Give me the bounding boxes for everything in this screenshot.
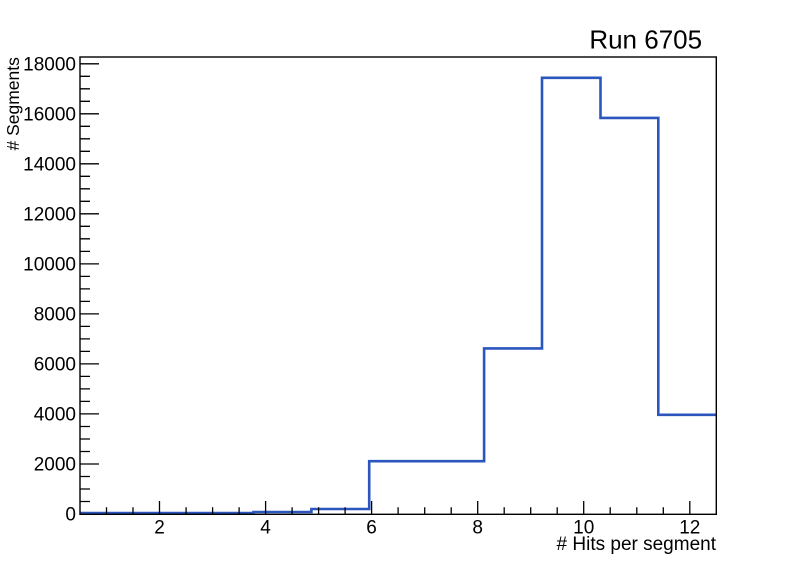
svg-text:0: 0 <box>65 505 76 526</box>
svg-text:# Segments: # Segments <box>3 57 23 151</box>
svg-text:16000: 16000 <box>23 104 76 125</box>
svg-text:10000: 10000 <box>23 255 76 276</box>
svg-text:8: 8 <box>472 517 483 538</box>
svg-text:10: 10 <box>573 517 594 538</box>
svg-text:2: 2 <box>154 517 165 538</box>
svg-text:6: 6 <box>366 517 377 538</box>
svg-text:2000: 2000 <box>34 455 76 476</box>
svg-text:Run 6705: Run 6705 <box>589 25 702 55</box>
svg-text:12: 12 <box>679 517 700 538</box>
svg-text:# Hits per segment: # Hits per segment <box>557 534 717 555</box>
svg-text:6000: 6000 <box>34 355 76 376</box>
svg-text:18000: 18000 <box>23 54 76 75</box>
svg-text:4: 4 <box>260 517 271 538</box>
svg-text:4000: 4000 <box>34 405 76 426</box>
svg-text:12000: 12000 <box>23 204 76 225</box>
svg-text:8000: 8000 <box>34 305 76 326</box>
svg-text:14000: 14000 <box>23 154 76 175</box>
